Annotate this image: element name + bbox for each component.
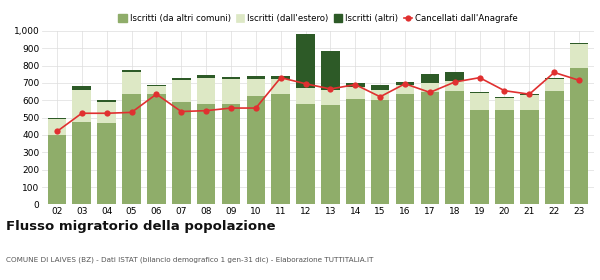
- Bar: [147, 94, 166, 204]
- Bar: [271, 78, 290, 94]
- Bar: [271, 94, 290, 204]
- Bar: [520, 94, 539, 95]
- Bar: [545, 80, 563, 91]
- Bar: [545, 91, 563, 204]
- Bar: [396, 85, 415, 94]
- Bar: [296, 34, 315, 88]
- Bar: [470, 92, 489, 93]
- Bar: [570, 43, 589, 44]
- Bar: [470, 93, 489, 110]
- Bar: [346, 87, 365, 99]
- Bar: [147, 85, 166, 86]
- Bar: [421, 92, 439, 204]
- Bar: [172, 80, 191, 102]
- Bar: [371, 100, 389, 204]
- Bar: [221, 104, 240, 204]
- Bar: [271, 76, 290, 78]
- Legend: Iscritti (da altri comuni), Iscritti (dall'estero), Iscritti (altri), Cancellati: Iscritti (da altri comuni), Iscritti (da…: [118, 14, 518, 23]
- Bar: [247, 78, 265, 96]
- Bar: [520, 110, 539, 204]
- Bar: [570, 44, 589, 68]
- Bar: [520, 95, 539, 110]
- Bar: [346, 99, 365, 204]
- Text: Flusso migratorio della popolazione: Flusso migratorio della popolazione: [6, 220, 275, 233]
- Bar: [545, 78, 563, 80]
- Bar: [122, 70, 141, 73]
- Bar: [73, 90, 91, 122]
- Bar: [47, 119, 66, 135]
- Bar: [321, 51, 340, 90]
- Bar: [371, 90, 389, 100]
- Bar: [445, 73, 464, 81]
- Bar: [221, 77, 240, 78]
- Bar: [147, 86, 166, 94]
- Bar: [47, 118, 66, 119]
- Bar: [97, 100, 116, 102]
- Bar: [396, 94, 415, 204]
- Bar: [321, 90, 340, 106]
- Bar: [296, 88, 315, 104]
- Bar: [421, 83, 439, 92]
- Bar: [73, 86, 91, 90]
- Bar: [221, 78, 240, 104]
- Bar: [172, 78, 191, 80]
- Bar: [346, 83, 365, 87]
- Bar: [247, 96, 265, 204]
- Bar: [371, 85, 389, 90]
- Bar: [197, 78, 215, 104]
- Text: COMUNE DI LAIVES (BZ) - Dati ISTAT (bilancio demografico 1 gen-31 dic) - Elabora: COMUNE DI LAIVES (BZ) - Dati ISTAT (bila…: [6, 256, 373, 263]
- Bar: [47, 135, 66, 204]
- Bar: [172, 102, 191, 204]
- Bar: [122, 73, 141, 94]
- Bar: [495, 97, 514, 98]
- Bar: [495, 98, 514, 110]
- Bar: [97, 123, 116, 204]
- Bar: [570, 68, 589, 204]
- Bar: [321, 106, 340, 204]
- Bar: [197, 104, 215, 204]
- Bar: [495, 110, 514, 204]
- Bar: [470, 110, 489, 204]
- Bar: [197, 75, 215, 78]
- Bar: [421, 74, 439, 83]
- Bar: [445, 91, 464, 204]
- Bar: [73, 122, 91, 204]
- Bar: [247, 76, 265, 78]
- Bar: [445, 81, 464, 91]
- Bar: [396, 82, 415, 85]
- Bar: [97, 102, 116, 123]
- Bar: [122, 94, 141, 204]
- Bar: [296, 104, 315, 204]
